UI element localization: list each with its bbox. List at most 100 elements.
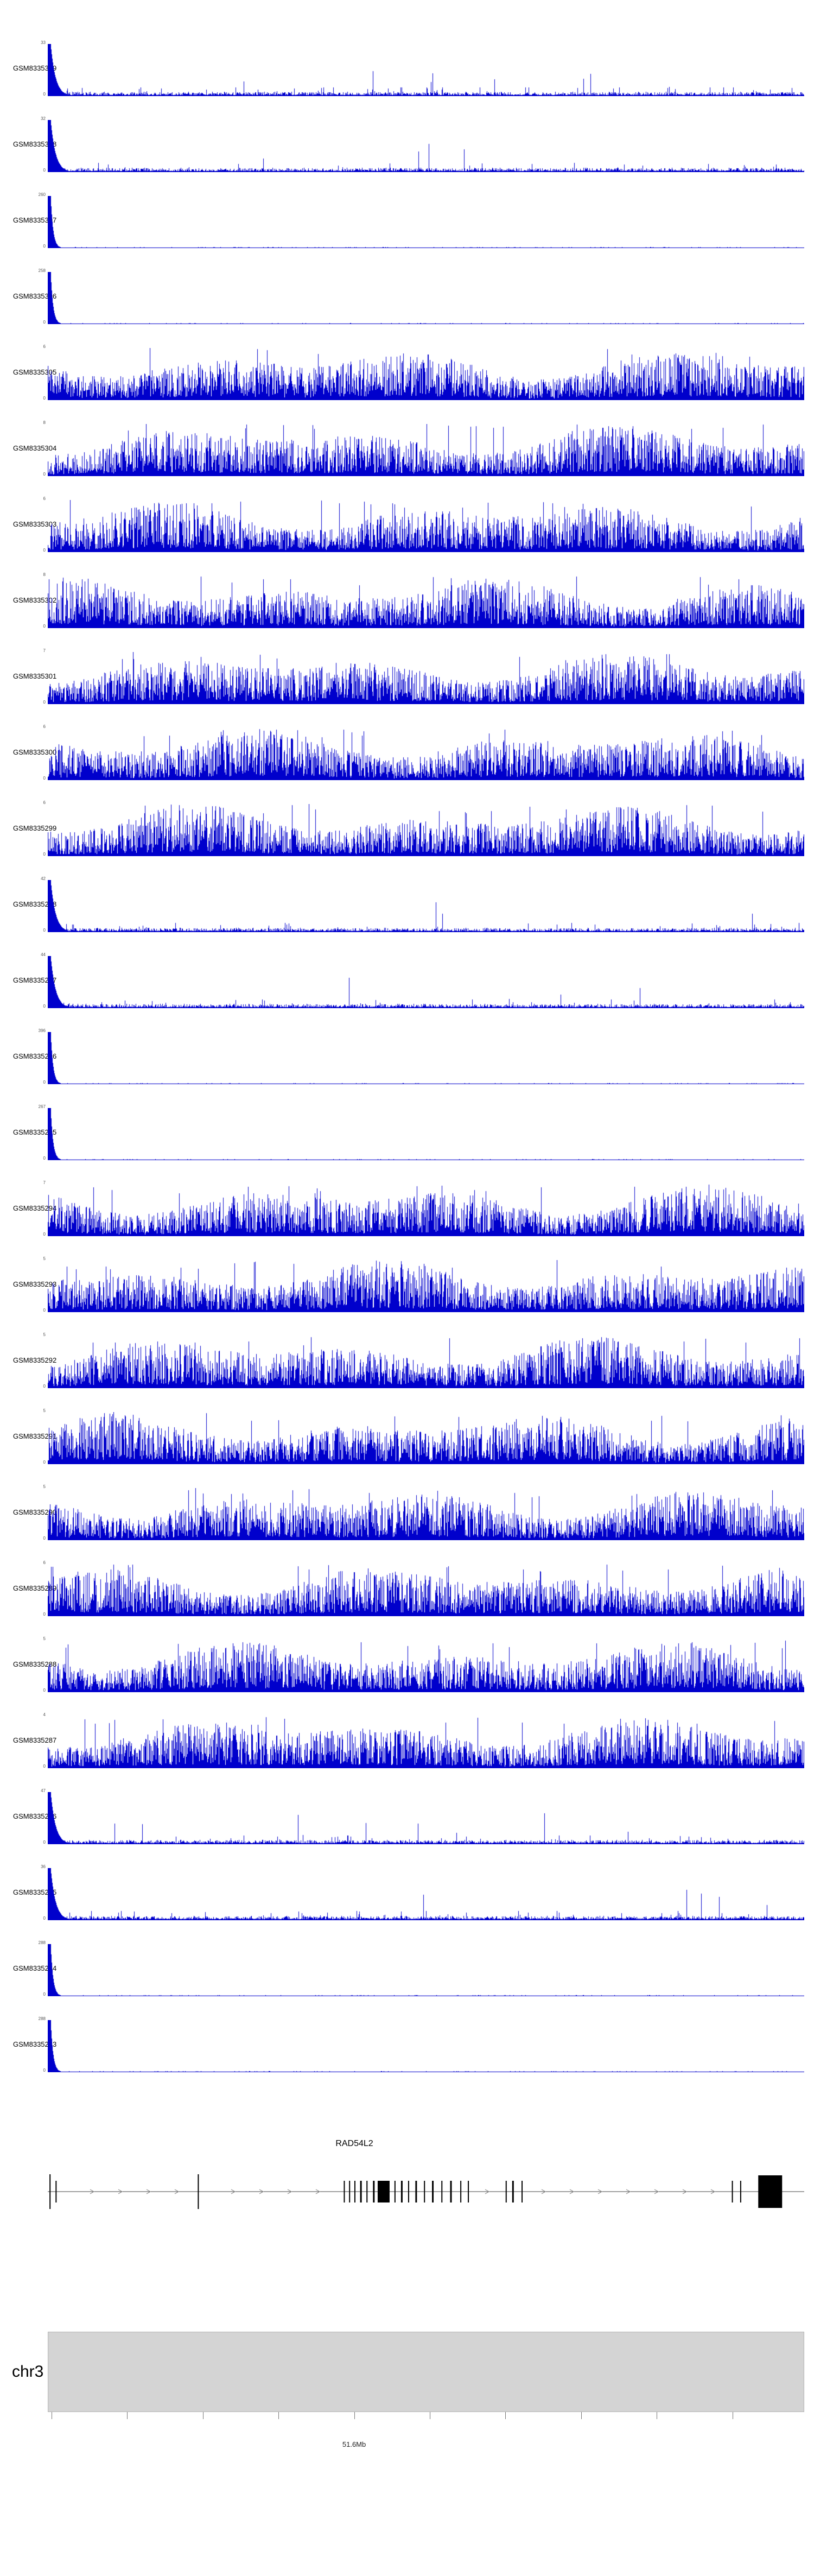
track-label: GSM8335303	[13, 520, 57, 528]
strand-arrow-icon	[710, 2189, 716, 2194]
track-ymin-label: 0	[43, 1384, 46, 1389]
track-ymax-label: 6	[43, 496, 46, 501]
track-ymax-label: 36	[41, 1864, 46, 1869]
gene-exon	[424, 2181, 425, 2202]
coverage-plot	[48, 728, 804, 780]
strand-arrow-icon	[682, 2189, 688, 2194]
track-ymax-label: 5	[43, 1256, 46, 1261]
track-ymin-label: 0	[43, 1536, 46, 1541]
track-ymax-label: 42	[41, 876, 46, 881]
gene-exon	[360, 2181, 362, 2202]
coverage-track-row: GSM8335302 8 0	[0, 562, 814, 638]
gene-exon	[460, 2181, 462, 2202]
track-ymin-label: 0	[43, 1232, 46, 1237]
track-label: GSM8335309	[13, 64, 57, 72]
track-ymax-label: 6	[43, 800, 46, 805]
track-ymin-label: 0	[43, 1688, 46, 1693]
strand-arrow-icon	[485, 2189, 490, 2194]
coverage-plot	[48, 652, 804, 704]
strand-arrow-icon	[174, 2189, 180, 2194]
track-ymax-label: 7	[43, 1180, 46, 1185]
gene-exon	[373, 2181, 375, 2202]
genome-browser-figure: GSM8335309 33 0 GSM8335308 32 0 GSM8335307 260 0…	[0, 30, 814, 2451]
coverage-plot	[48, 1032, 804, 1084]
coverage-plot	[48, 1488, 804, 1540]
track-label: GSM8335295	[13, 1128, 57, 1136]
track-label: GSM8335291	[13, 1432, 57, 1440]
track-label: GSM8335284	[13, 1964, 57, 1972]
coverage-track-row: GSM8335299 6 0	[0, 790, 814, 866]
coverage-track-row: GSM8335293 5 0	[0, 1246, 814, 1322]
coverage-plot	[48, 1336, 804, 1388]
coverage-plot	[48, 1260, 804, 1312]
coverage-plot	[48, 1412, 804, 1464]
coverage-track-row: GSM8335300 6 0	[0, 714, 814, 790]
strand-arrow-icon	[597, 2189, 603, 2194]
axis-tick	[202, 2412, 204, 2419]
track-ymax-label: 32	[41, 116, 46, 121]
track-ymax-label: 288	[38, 2016, 46, 2021]
strand-arrow-icon	[146, 2189, 151, 2194]
track-ymin-label: 0	[43, 1916, 46, 1921]
coverage-plot	[48, 1640, 804, 1692]
coverage-track-row: GSM8335290 5 0	[0, 1474, 814, 1550]
gene-exon	[522, 2181, 523, 2202]
coverage-plot	[48, 956, 804, 1008]
axis-tick	[354, 2412, 355, 2419]
gene-exon	[450, 2181, 452, 2202]
track-ymin-label: 0	[43, 168, 46, 173]
track-ymax-label: 7	[43, 648, 46, 653]
track-ymin-label: 0	[43, 1004, 46, 1009]
coverage-track-row: GSM8335301 7 0	[0, 638, 814, 714]
chromosome-axis-section: chr3 51.6Mb	[0, 2332, 814, 2451]
gene-exon	[349, 2181, 351, 2202]
track-ymin-label: 0	[43, 624, 46, 629]
coverage-track-row: GSM8335291 5 0	[0, 1398, 814, 1474]
coverage-track-row: GSM8335284 288 0	[0, 1930, 814, 2006]
gene-name-label: RAD54L2	[335, 2139, 373, 2148]
coverage-track-row: GSM8335292 5 0	[0, 1322, 814, 1398]
axis-tick	[505, 2412, 506, 2419]
track-ymax-label: 33	[41, 40, 46, 45]
axis-tick	[278, 2412, 279, 2419]
track-label: GSM8335308	[13, 140, 57, 148]
coverage-track-row: GSM8335288 5 0	[0, 1626, 814, 1702]
track-ymin-label: 0	[43, 776, 46, 781]
track-ymax-label: 6	[43, 344, 46, 349]
gene-model	[48, 2174, 804, 2209]
track-ymin-label: 0	[43, 1764, 46, 1769]
coverage-plot	[48, 196, 804, 248]
coverage-plot	[48, 272, 804, 324]
track-ymin-label: 0	[43, 396, 46, 401]
track-ymin-label: 0	[43, 1308, 46, 1313]
track-ymax-label: 260	[38, 192, 46, 197]
gene-exon	[432, 2181, 434, 2202]
coverage-plot	[48, 348, 804, 400]
strand-arrow-icon	[90, 2189, 95, 2194]
track-ymax-label: 258	[38, 268, 46, 273]
strand-arrow-icon	[626, 2189, 631, 2194]
coverage-plot	[48, 1108, 804, 1160]
track-ymax-label: 44	[41, 952, 46, 957]
strand-arrow-icon	[287, 2189, 292, 2194]
gene-exon	[366, 2181, 368, 2202]
track-label: GSM8335283	[13, 2040, 57, 2048]
coverage-track-row: GSM8335287 4 0	[0, 1702, 814, 1778]
gene-exon	[441, 2181, 443, 2202]
gene-exon	[408, 2181, 409, 2202]
track-label: GSM8335299	[13, 824, 57, 832]
track-ymax-label: 5	[43, 1484, 46, 1489]
track-ymax-label: 5	[43, 1332, 46, 1337]
track-label: GSM8335287	[13, 1736, 57, 1744]
track-ymin-label: 0	[43, 1460, 46, 1465]
strand-arrow-icon	[541, 2189, 546, 2194]
track-label: GSM8335305	[13, 368, 57, 376]
track-label: GSM8335306	[13, 292, 57, 300]
track-ymax-label: 4	[43, 1712, 46, 1717]
coverage-track-row: GSM8335296 396 0	[0, 1018, 814, 1094]
gene-exon	[377, 2181, 390, 2202]
track-ymax-label: 6	[43, 724, 46, 729]
gene-exon	[394, 2181, 396, 2202]
track-ymin-label: 0	[43, 700, 46, 705]
track-ymin-label: 0	[43, 548, 46, 553]
